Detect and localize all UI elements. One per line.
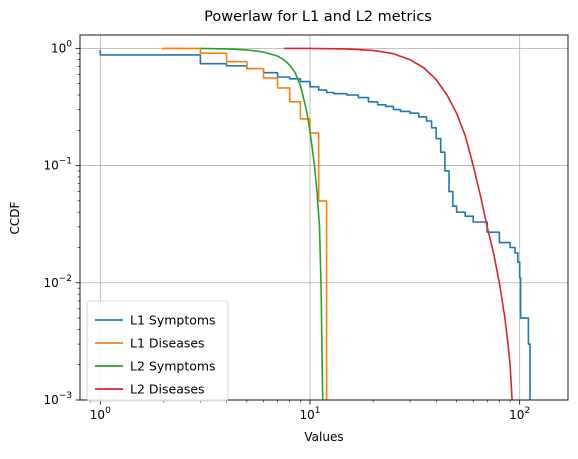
series-line-l2-diseases bbox=[283, 47, 513, 401]
legend: L1 Symptoms L1 Diseases L2 Symptoms L2 Dise… bbox=[86, 300, 229, 402]
legend-box bbox=[86, 300, 229, 402]
series-line-l2-symptoms bbox=[200, 47, 324, 401]
plot-lines bbox=[99, 47, 531, 401]
x-axis-title: Values bbox=[304, 430, 343, 444]
plot-frame bbox=[79, 34, 569, 401]
legend-label: L1 Diseases bbox=[130, 336, 205, 351]
x-tick-label: 100 bbox=[90, 406, 111, 422]
y-tick-label: 10−2 bbox=[43, 274, 72, 290]
series-line-l1-diseases bbox=[162, 47, 328, 400]
legend-label: L1 Symptoms bbox=[130, 313, 216, 328]
y-axis-title: CCDF bbox=[8, 201, 22, 234]
y-tick-label: 100 bbox=[51, 39, 72, 55]
x-tick-label: 102 bbox=[509, 406, 530, 422]
y-tick-label: 10−1 bbox=[43, 157, 72, 173]
legend-label: L2 Diseases bbox=[130, 382, 205, 397]
chart-title: Powerlaw for L1 and L2 metrics bbox=[204, 9, 432, 25]
x-tick-label: 101 bbox=[299, 406, 320, 422]
series-line-l1-symptoms bbox=[99, 49, 531, 400]
legend-label: L2 Symptoms bbox=[130, 359, 216, 374]
y-tick-label: 10−3 bbox=[43, 391, 72, 407]
